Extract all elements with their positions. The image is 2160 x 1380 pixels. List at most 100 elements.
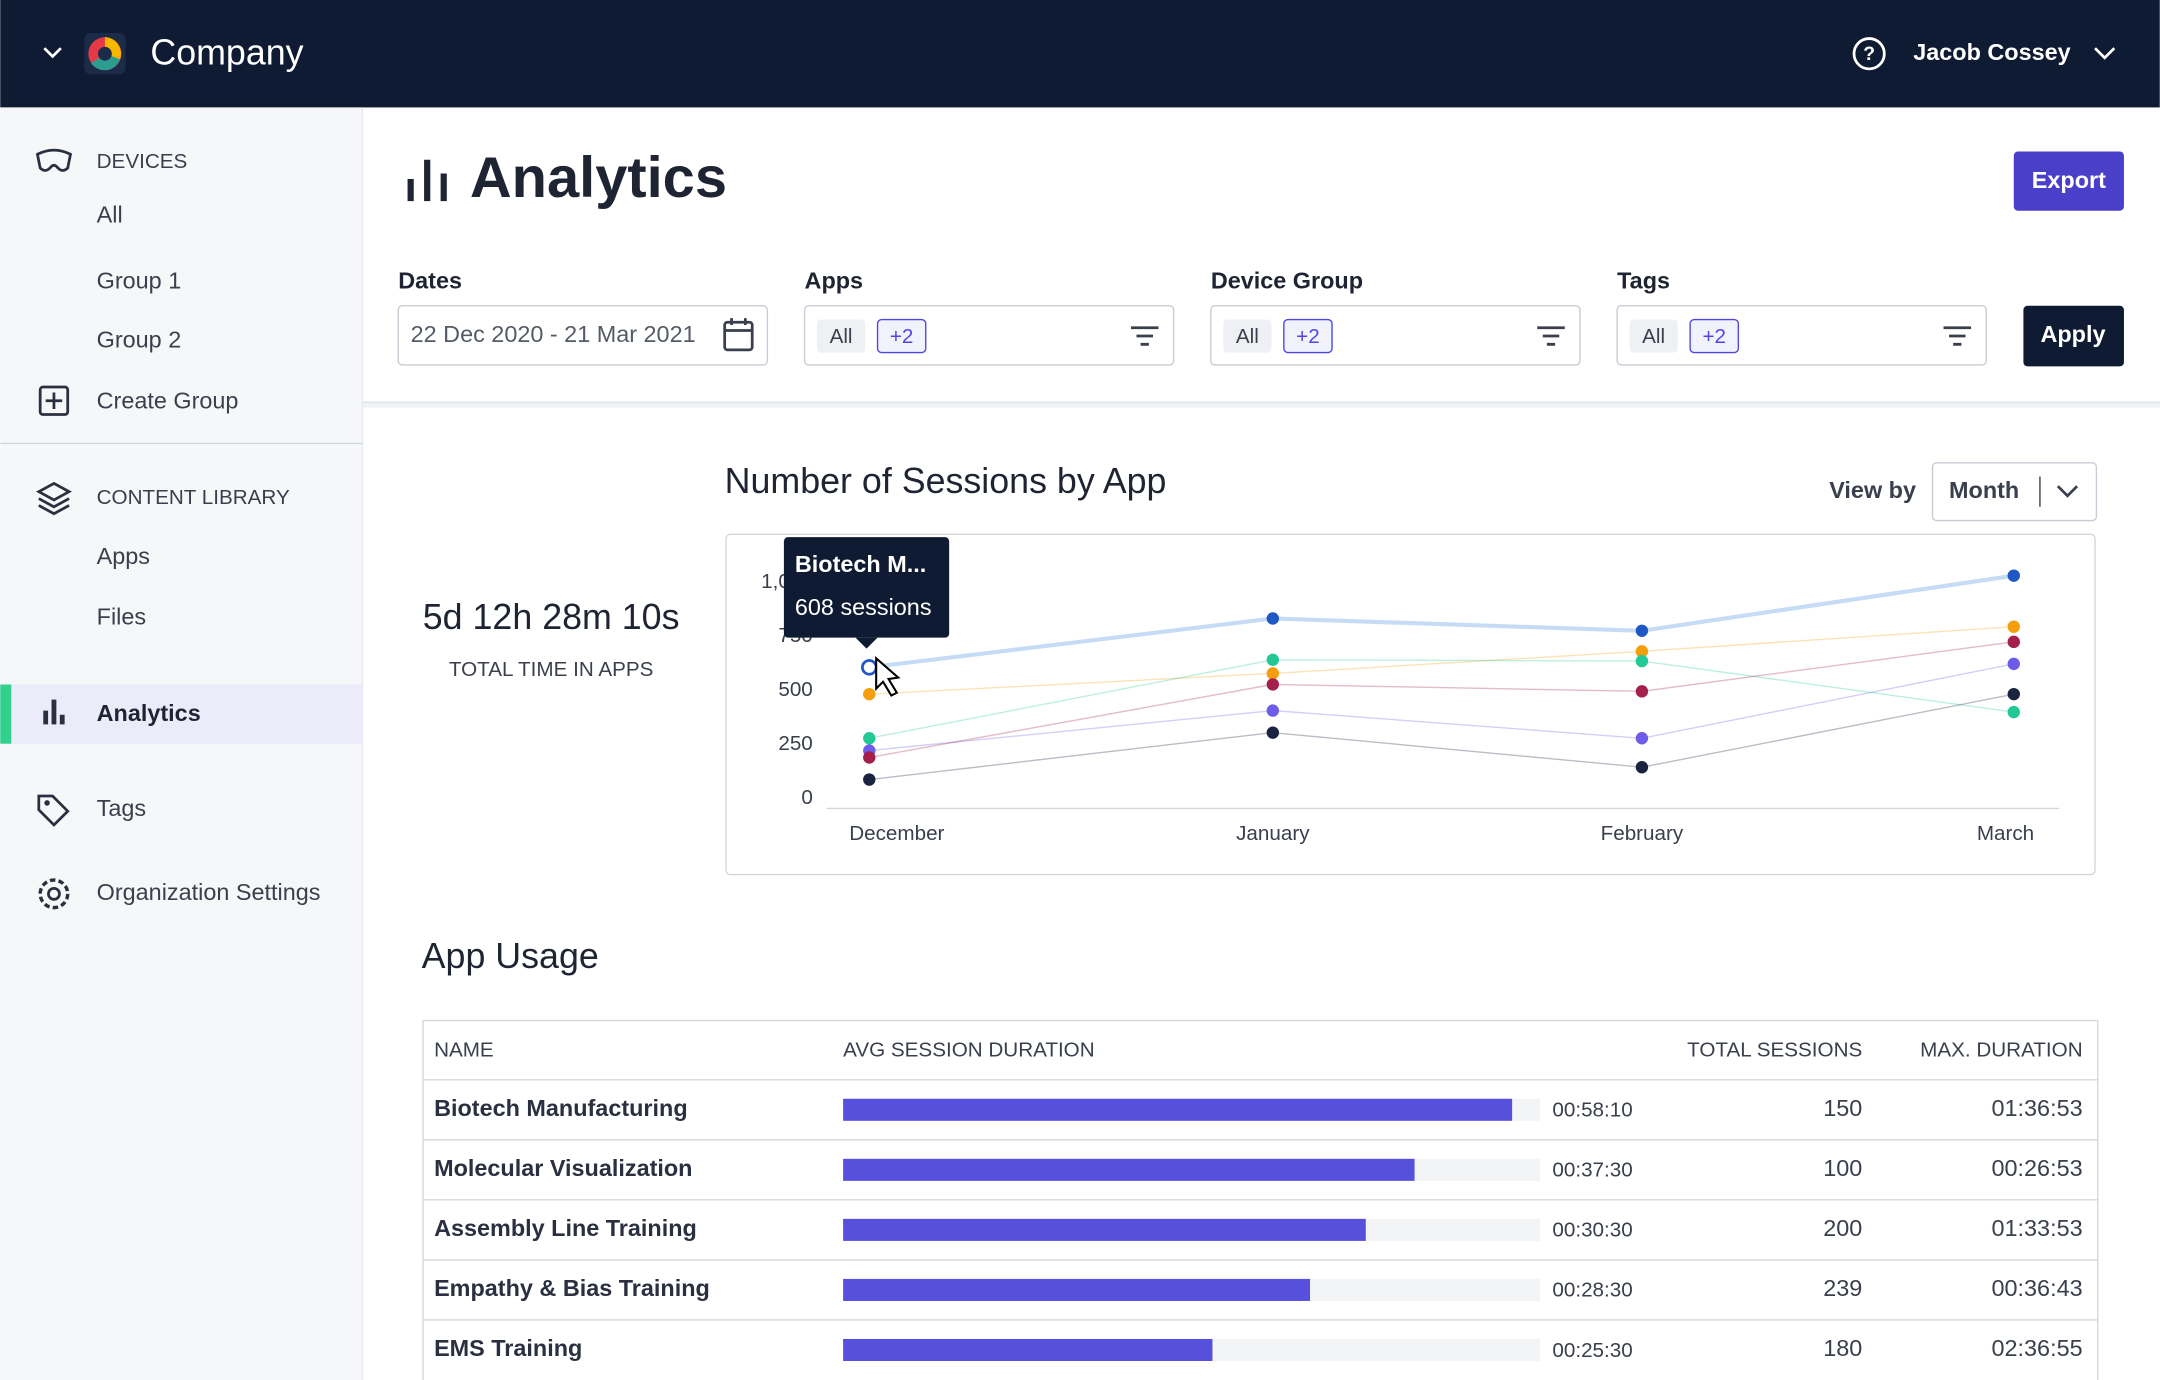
help-icon[interactable]: ? [1852,37,1886,71]
data-point[interactable] [1635,645,1649,658]
max-duration: 00:26:53 [1992,1155,2083,1181]
nav-item[interactable]: Create Group [97,387,239,413]
calendar-icon-detail [724,318,753,332]
series-line [869,573,2015,670]
filter-icon[interactable] [1943,326,1972,346]
dropdown-chevron[interactable] [2056,485,2079,498]
filter-chip-label[interactable]: +2 [890,325,914,348]
tooltip-layer: Biotech M... 608 sessions [783,537,950,697]
menu-chevron[interactable] [43,47,62,59]
filter-label: Apps [805,268,864,294]
tooltip-box [783,537,950,638]
data-point[interactable] [1266,653,1280,666]
app-name[interactable]: Empathy & Bias Training [434,1275,710,1301]
period-value[interactable]: Month [1949,477,2019,503]
plot: 02505007501,000DecemberJanuaryFebruaryMa… [761,569,2034,845]
data-point[interactable] [863,751,876,764]
filter-icon[interactable] [1130,326,1159,346]
data-point[interactable] [1266,667,1280,680]
duration-bar [843,1338,1213,1361]
table-header: AVG SESSION DURATION [843,1038,1095,1061]
series-line [869,663,2014,752]
data-point[interactable] [863,687,876,701]
apply-label[interactable]: Apply [2040,321,2105,347]
total-sessions: 200 [1823,1215,1862,1241]
nav-item[interactable]: All [97,201,123,227]
data-point[interactable] [2007,569,2020,582]
data-point[interactable] [1266,612,1280,625]
data-point[interactable] [1635,732,1649,745]
export-label[interactable]: Export [2032,167,2106,193]
data-point[interactable] [1266,678,1280,691]
table-title: App Usage [422,936,599,976]
data-point[interactable] [1635,685,1649,698]
data-point[interactable] [1635,624,1649,637]
nav-item[interactable]: Organization Settings [97,879,321,905]
app-name[interactable]: Biotech Manufacturing [434,1095,688,1121]
filter-chip-label[interactable]: All [1236,325,1259,348]
series-line [869,625,2014,695]
user-chevron[interactable] [2094,47,2116,60]
data-point[interactable] [863,773,876,786]
filter-icon[interactable] [1537,326,1565,346]
max-duration: 00:36:43 [1992,1275,2083,1301]
filter-chip[interactable] [1629,319,1678,353]
data-point[interactable] [2007,657,2020,671]
data-point[interactable] [863,732,876,745]
data-point[interactable] [1635,761,1649,774]
page-title: Analytics [470,146,727,210]
summary-value: 5d 12h 28m 10s [423,597,680,637]
nav-item[interactable]: Files [97,604,146,630]
active-nav-marker [0,684,12,744]
filter-chip-label[interactable]: All [830,325,853,348]
table-header: MAX. DURATION [1920,1038,2082,1061]
filter-chip-label[interactable]: All [1642,325,1665,348]
export-button[interactable] [2013,151,2124,211]
filter-input[interactable] [397,305,769,366]
data-point[interactable] [2007,620,2020,633]
avg-duration: 00:37:30 [1552,1159,1632,1182]
duration-bar [843,1158,1415,1181]
user-name[interactable]: Jacob Cossey [1913,39,2070,65]
series-line [869,641,2014,759]
filter-chip[interactable] [1689,318,1740,354]
y-tick-label: 0 [801,786,812,809]
filter-chip-label[interactable]: +2 [1296,325,1320,348]
avg-duration: 00:30:30 [1552,1219,1632,1242]
data-point[interactable] [1266,726,1280,739]
library-icon [35,481,72,516]
data-point[interactable] [2007,705,2020,719]
summary-label: TOTAL TIME IN APPS [449,658,654,681]
app-name[interactable]: EMS Training [434,1335,582,1361]
data-point[interactable] [2007,687,2020,701]
filter-chip[interactable] [816,319,866,353]
calendar-icon [723,320,754,352]
avg-duration: 00:25:30 [1552,1339,1632,1362]
nav-item[interactable]: Apps [97,543,150,569]
filter-chip[interactable] [876,318,927,354]
nav-item[interactable]: Tags [97,795,146,821]
nav-item[interactable]: Group 1 [97,268,182,294]
company-name[interactable]: Company [150,33,303,73]
period-dropdown[interactable] [1931,462,2098,522]
data-point[interactable] [1635,654,1649,668]
app-name[interactable]: Assembly Line Training [434,1215,697,1241]
data-point[interactable] [2007,635,2020,649]
data-point[interactable] [1266,704,1280,717]
filter-value[interactable]: 22 Dec 2020 - 21 Mar 2021 [411,321,696,347]
nav-item[interactable]: Group 2 [97,327,182,353]
section-shadow [362,402,2160,408]
svg-text:?: ? [1863,44,1875,65]
company-logo [84,33,126,75]
filter-chip[interactable] [1283,318,1333,354]
duration-bar [843,1218,1366,1241]
data-point[interactable] [861,659,878,676]
filter-chip-label[interactable]: +2 [1702,325,1726,348]
settings-icon [38,878,70,910]
nav-item[interactable]: Analytics [97,700,201,726]
filter-chip[interactable] [1223,319,1272,353]
apply-button[interactable] [2023,305,2124,367]
add-icon-plus [45,392,63,410]
app-name[interactable]: Molecular Visualization [434,1155,692,1181]
